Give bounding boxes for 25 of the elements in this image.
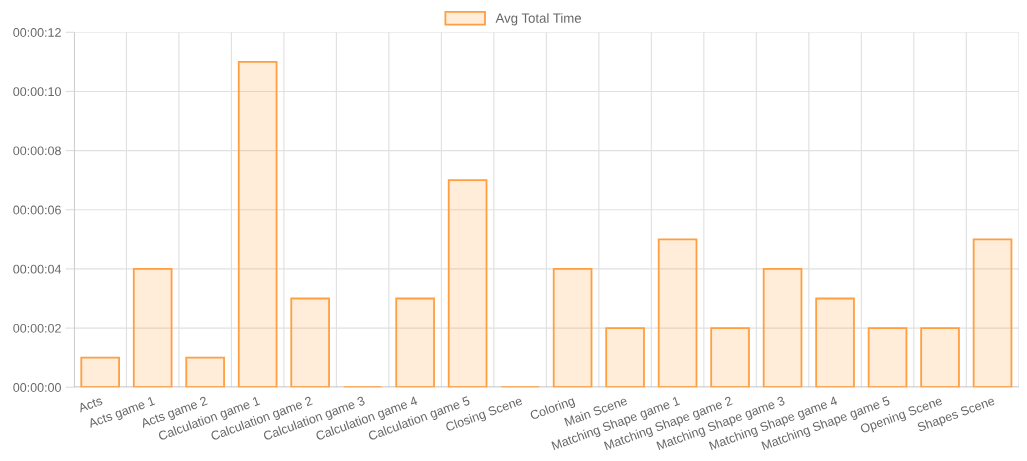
bar [552, 268, 593, 388]
y-tick-label: 00:00:00 [13, 383, 61, 392]
bar [762, 268, 803, 388]
y-tick-label: 00:00:08 [13, 146, 61, 156]
bar [605, 327, 645, 388]
bar [447, 179, 488, 388]
bar [395, 297, 435, 388]
y-tick-label: 00:00:06 [13, 205, 61, 215]
x-tick-label: Acts [77, 396, 103, 413]
bar [867, 327, 908, 388]
bar [972, 238, 1013, 388]
legend-label: Avg Total Time [495, 13, 582, 26]
bar [920, 327, 960, 388]
y-tick-label: 00:00:10 [13, 87, 61, 97]
bar [710, 327, 750, 388]
bar [80, 356, 120, 388]
y-tick-label: 00:00:02 [13, 323, 61, 333]
bar [132, 268, 173, 388]
bar [290, 297, 330, 388]
bar [657, 238, 698, 388]
bar [237, 60, 278, 388]
y-tick-label: 00:00:04 [13, 264, 62, 274]
y-tick-label: 00:00:12 [13, 28, 61, 37]
bar [815, 297, 855, 388]
bar [185, 356, 225, 388]
